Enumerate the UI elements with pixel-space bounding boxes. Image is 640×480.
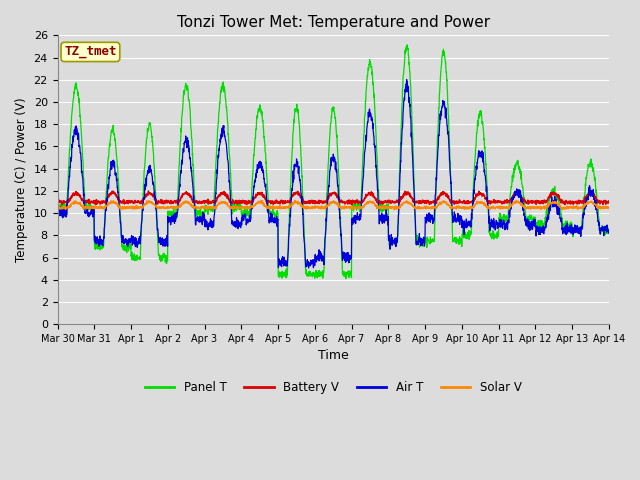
Solar V [349,204,357,210]
Panel T [362,107,369,113]
Battery V [605,198,612,204]
Solar V [362,201,369,206]
Air T [54,213,61,218]
Line: Solar V: Solar V [58,201,609,210]
Battery V [572,200,580,206]
Air T [305,265,312,271]
Line: Air T: Air T [58,80,609,268]
Y-axis label: Temperature (C) / Power (V): Temperature (C) / Power (V) [15,97,28,262]
Battery V [92,202,99,207]
Air T [207,223,215,228]
Air T [494,226,502,231]
Battery V [362,194,369,200]
Battery V [54,198,61,204]
Panel T [349,201,357,207]
Panel T [207,207,215,213]
Text: TZ_tmet: TZ_tmet [64,46,116,59]
Solar V [116,207,124,213]
Air T [362,145,369,151]
Battery V [494,198,502,204]
Battery V [208,200,216,206]
Title: Tonzi Tower Met: Temperature and Power: Tonzi Tower Met: Temperature and Power [177,15,490,30]
Solar V [605,204,612,210]
Legend: Panel T, Battery V, Air T, Solar V: Panel T, Battery V, Air T, Solar V [140,377,527,399]
Line: Battery V: Battery V [58,191,609,204]
Line: Panel T: Panel T [58,45,609,279]
Solar V [291,198,299,204]
Panel T [557,205,564,211]
Panel T [605,230,612,236]
Battery V [349,200,357,205]
Air T [572,229,580,235]
Air T [349,215,357,220]
X-axis label: Time: Time [318,349,349,362]
Battery V [557,196,564,202]
Solar V [494,205,502,211]
Panel T [572,225,580,231]
Panel T [54,201,61,206]
Panel T [342,276,349,282]
Solar V [572,205,580,211]
Solar V [54,205,61,211]
Battery V [145,188,152,194]
Air T [605,227,612,233]
Panel T [494,234,502,240]
Air T [403,77,410,83]
Panel T [403,42,411,48]
Solar V [557,204,564,209]
Air T [557,216,564,222]
Solar V [207,204,215,210]
